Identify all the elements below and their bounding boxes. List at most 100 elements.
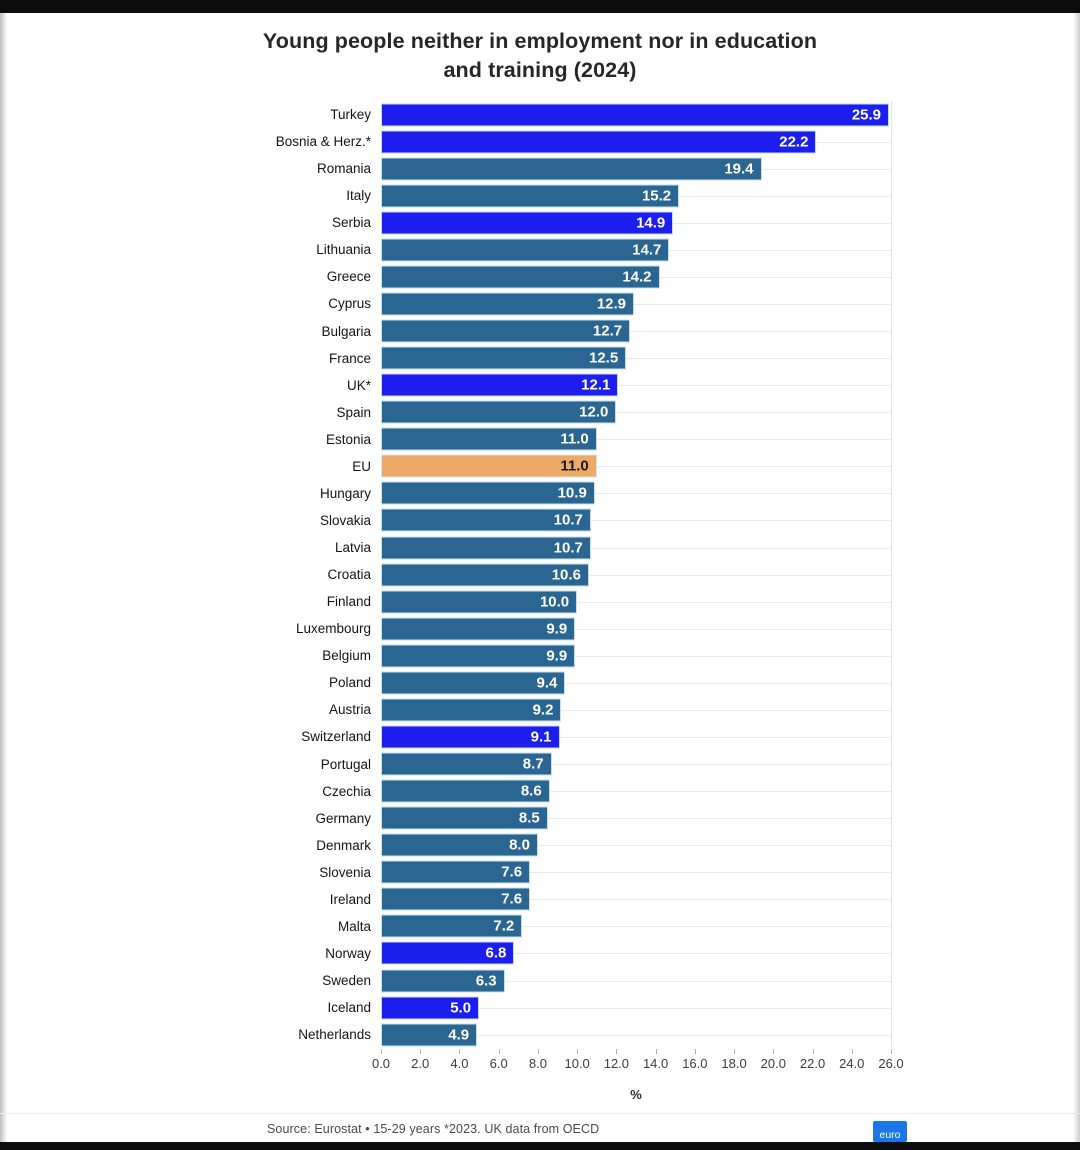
x-axis-tick-mark (459, 1049, 461, 1054)
bar-value-label: 10.7 (553, 539, 583, 557)
bar: 12.5 (381, 346, 627, 370)
row-plot: 11.0 (381, 453, 891, 480)
row-plot: 9.1 (381, 723, 891, 750)
country-label: Austria (328, 702, 371, 718)
bar-value-label: 12.9 (596, 295, 627, 313)
row-plot: 9.9 (381, 615, 891, 642)
bar: 8.7 (381, 752, 552, 776)
bar: 14.7 (381, 238, 670, 262)
x-axis-tick-mark (420, 1049, 422, 1054)
country-label: Slovakia (319, 512, 371, 528)
x-axis-label: % (630, 1087, 642, 1102)
bar-value-label: 7.6 (501, 863, 523, 881)
chart-row: UK* 12.1 (0, 372, 891, 399)
country-label: Bulgaria (321, 323, 371, 339)
bar-value-label: 9.2 (532, 701, 554, 719)
chart-row: Ireland 7.6 (0, 886, 891, 913)
bar: 15.2 (381, 184, 680, 208)
chart-row: Romania 19.4 (0, 155, 891, 182)
bar-value-label: 11.0 (560, 430, 589, 448)
country-label: Slovenia (319, 864, 371, 880)
row-plot: 6.8 (381, 940, 891, 967)
bar-value-label: 19.4 (724, 160, 754, 178)
bar: 9.9 (381, 644, 576, 668)
bar-value-label: 8.6 (520, 782, 542, 800)
row-gridline (381, 412, 891, 414)
chart-row: Italy 15.2 (0, 182, 891, 209)
country-label: Portugal (320, 756, 371, 772)
row-plot: 8.0 (381, 832, 891, 859)
bar: 5.0 (381, 996, 480, 1020)
country-label: Lithuania (316, 242, 371, 258)
row-gridline (381, 331, 891, 333)
row-gridline (381, 628, 891, 630)
row-gridline (381, 845, 891, 847)
country-label: France (328, 350, 371, 366)
bar-value-label: 10.7 (553, 511, 583, 529)
chart-row: Poland 9.4 (0, 669, 891, 696)
row-plot: 12.5 (381, 345, 891, 372)
row-gridline (381, 520, 891, 522)
bar: 7.6 (381, 887, 531, 911)
bar-value-label: 5.0 (450, 999, 472, 1017)
bar-value-label: 9.9 (546, 647, 568, 665)
country-label: Estonia (325, 431, 371, 447)
country-label: Romania (316, 161, 371, 177)
row-gridline (381, 791, 891, 793)
row-plot: 14.7 (381, 236, 891, 263)
chart-row: Netherlands 4.9 (0, 1021, 891, 1048)
bar: 14.2 (381, 265, 660, 289)
bar-value-label: 12.0 (579, 403, 609, 421)
x-axis-tick-mark (851, 1049, 853, 1054)
chart-row: Denmark 8.0 (0, 832, 891, 859)
x-axis-tick-label: 16.0 (682, 1056, 708, 1071)
bar: 6.3 (381, 969, 505, 993)
bar: 8.5 (381, 806, 548, 830)
country-label: Sweden (322, 973, 371, 989)
bar: 22.2 (381, 130, 817, 154)
country-label: Germany (315, 810, 371, 826)
row-gridline (381, 926, 891, 928)
bar: 9.2 (381, 698, 562, 722)
x-axis-tick-label: 10.0 (564, 1056, 590, 1071)
chart-row: Portugal 8.7 (0, 751, 891, 778)
chart-row: Bosnia & Herz.* 22.2 (0, 128, 891, 155)
country-label: Latvia (334, 540, 371, 556)
bar-value-label: 8.5 (518, 809, 540, 827)
chart-row: Luxembourg 9.9 (0, 615, 891, 642)
country-label: Malta (337, 918, 371, 934)
x-axis-tick-label: 4.0 (450, 1056, 469, 1071)
x-axis-tick-mark (537, 1049, 539, 1054)
row-plot: 10.0 (381, 588, 891, 615)
chart-title: Young people neither in employment nor i… (262, 29, 818, 82)
row-plot: 12.1 (381, 372, 891, 399)
row-plot: 7.2 (381, 913, 891, 940)
bar: 4.9 (381, 1023, 478, 1047)
plot-right-border (891, 101, 892, 1048)
row-plot: 8.5 (381, 805, 891, 832)
bar-value-label: 9.4 (536, 674, 558, 692)
bar-value-label: 10.0 (539, 593, 570, 611)
chart-row: Lithuania 14.7 (0, 236, 891, 263)
row-plot: 12.9 (381, 290, 891, 317)
country-label: Turkey (330, 107, 371, 123)
bar: 12.0 (381, 400, 617, 424)
country-label: Netherlands (298, 1027, 371, 1043)
x-axis-tick-mark (498, 1049, 500, 1054)
bar: 12.7 (381, 319, 631, 343)
chart-row: Serbia 14.9 (0, 209, 891, 236)
chart-row: Czechia 8.6 (0, 778, 891, 805)
bottom-black-strip (0, 1142, 1080, 1150)
row-gridline (381, 358, 891, 360)
bar-value-label: 8.7 (522, 755, 544, 773)
row-gridline (381, 1007, 891, 1009)
bar: 7.2 (381, 914, 523, 938)
bar: 25.9 (381, 103, 890, 127)
bar-value-label: 10.9 (557, 484, 587, 502)
country-label: UK* (346, 377, 371, 393)
bar-value-label: 7.2 (493, 917, 515, 935)
bar: 10.7 (381, 508, 591, 532)
row-gridline (381, 709, 891, 711)
chart-row: Malta 7.2 (0, 913, 891, 940)
country-label: Denmark (316, 837, 371, 853)
